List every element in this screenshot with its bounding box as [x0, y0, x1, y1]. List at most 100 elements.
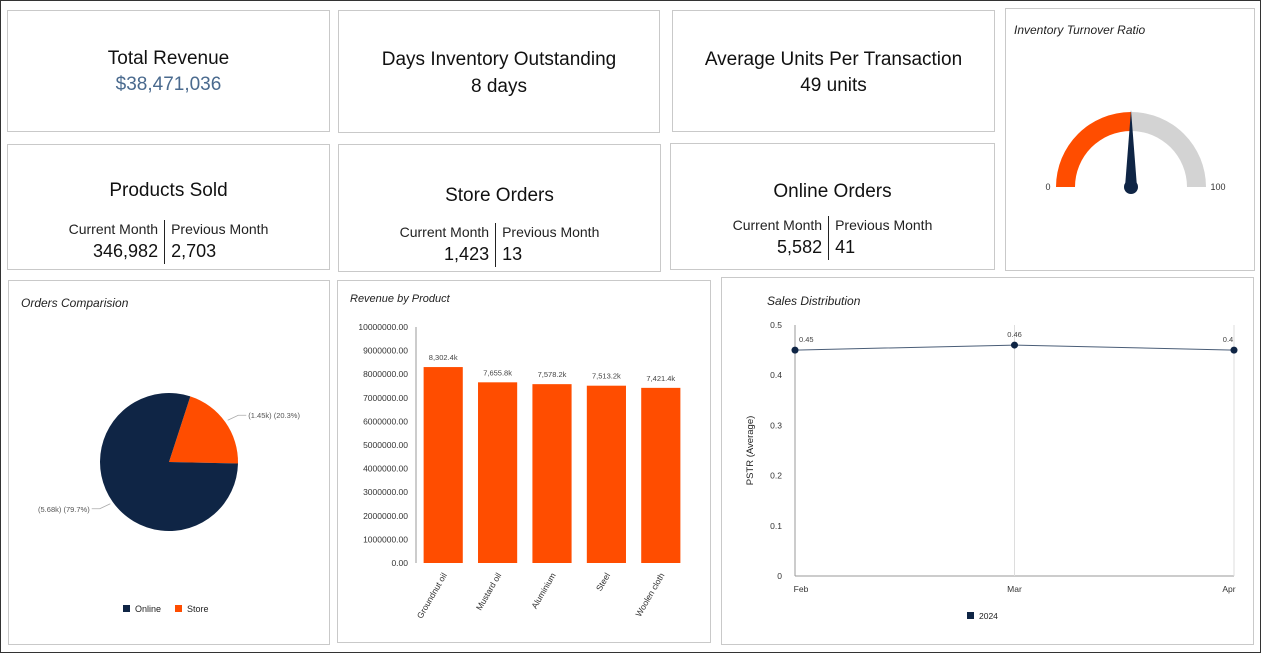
- line-y-tick: 0.2: [770, 471, 782, 481]
- bar-y-tick: 5000000.00: [363, 440, 408, 450]
- dio-title: Days Inventory Outstanding: [381, 49, 617, 70]
- bar-y-tick: 0.00: [391, 558, 408, 568]
- line-title: Sales Distribution: [767, 294, 861, 308]
- bar-2: [532, 384, 572, 563]
- line-data-label: 0.4: [1223, 335, 1233, 344]
- bar-data-label: 7,513.2k: [592, 372, 621, 381]
- bar-1: [478, 382, 518, 563]
- previous-month-label: Previous Month: [502, 224, 600, 240]
- bar-4: [641, 387, 681, 563]
- pie-chart: (1.45k) (20.3%) (5.68k) (79.7%) Online Stor…: [38, 393, 300, 614]
- dio-card: Days Inventory Outstanding 8 days: [338, 10, 660, 133]
- line-x-tick: Mar: [1007, 584, 1022, 594]
- legend-label-online: Online: [135, 604, 161, 614]
- line-y-tick: 0.5: [770, 320, 782, 330]
- current-month-label: Current Month: [399, 224, 490, 240]
- line-point: [1230, 346, 1238, 354]
- bar-x-tick: Woolen cloth: [633, 571, 666, 619]
- bar-data-label: 7,578.2k: [538, 370, 567, 379]
- turnover-gauge-card: Inventory Turnover Ratio 0 100: [1005, 8, 1255, 271]
- products-sold-title: Products Sold: [109, 180, 228, 201]
- bar-x-tick: Steel: [594, 571, 612, 593]
- products-sold-compare: Current Month 346,982 Previous Month 2,7…: [8, 220, 329, 264]
- bar-y-tick: 3000000.00: [363, 487, 408, 497]
- legend-swatch-online: [123, 605, 130, 612]
- store-orders-title: Store Orders: [445, 185, 554, 206]
- bar-data-label: 8,302.4k: [429, 353, 458, 362]
- gauge-title: Inventory Turnover Ratio: [1014, 23, 1146, 37]
- current-month-label: Current Month: [68, 221, 159, 237]
- line-y-tick: 0.3: [770, 420, 782, 430]
- online-orders-card: Online Orders Current Month 5,582 Previo…: [670, 143, 995, 270]
- bar-3: [586, 385, 626, 563]
- line-x-tick: Apr: [1222, 584, 1235, 594]
- bar-x-tick: Aluminium: [529, 571, 558, 610]
- previous-month-value: 13: [502, 244, 523, 264]
- store-orders-card: Store Orders Current Month 1,423 Previou…: [338, 144, 661, 272]
- bar-title: Revenue by Product: [350, 293, 450, 305]
- current-month-value: 5,582: [777, 237, 823, 257]
- previous-month-value: 41: [835, 237, 856, 257]
- bar-y-tick: 1000000.00: [363, 534, 408, 544]
- gauge-fill: [1056, 112, 1131, 187]
- line-y-tick: 0.4: [770, 370, 782, 380]
- line-point: [791, 346, 799, 354]
- gauge-chart: 0 100: [1045, 110, 1226, 194]
- revenue-by-product-card: Revenue by Product 0.00 1000000.00 2000000…: [337, 280, 711, 643]
- bar-x-tick: Groundnut oil: [415, 571, 449, 620]
- online-orders-title: Online Orders: [773, 181, 892, 202]
- bar-0: [423, 367, 463, 563]
- total-revenue-value: $38,471,036: [115, 74, 222, 95]
- legend-label-store: Store: [187, 604, 209, 614]
- legend-swatch-2024: [967, 612, 974, 619]
- line-chart: Feb Mar Apr 0 0.1 0.2 0.3 0.4 0.5 PSTR (Average) 0…: [745, 320, 1238, 621]
- pie-title: Orders Comparision: [21, 296, 129, 310]
- line-data-label: 0.46: [1007, 330, 1022, 339]
- gauge-needle-hub: [1124, 180, 1138, 194]
- legend-swatch-store: [175, 605, 182, 612]
- orders-comparison-card: Orders Comparision (1.45k) (20.3%) (5.68k…: [8, 280, 330, 645]
- pie-slice-store: [169, 396, 239, 464]
- products-sold-card: Products Sold Current Month 346,982 Prev…: [7, 144, 330, 270]
- bar-y-tick: 6000000.00: [363, 416, 408, 426]
- bar-y-tick: 7000000.00: [363, 393, 408, 403]
- aupt-value: 49 units: [800, 75, 867, 96]
- line-data-label: 0.45: [799, 335, 814, 344]
- legend-label-2024: 2024: [979, 611, 998, 621]
- previous-month-label: Previous Month: [171, 221, 269, 237]
- aupt-title: Average Units Per Transaction: [704, 49, 963, 70]
- online-orders-compare: Current Month 5,582 Previous Month 41: [671, 216, 994, 260]
- line-y-tick: 0: [777, 571, 782, 581]
- previous-month-value: 2,703: [171, 241, 217, 261]
- aupt-card: Average Units Per Transaction 49 units: [672, 10, 995, 132]
- total-revenue-title: Total Revenue: [107, 48, 230, 69]
- bar-chart: 0.00 1000000.00 2000000.00 3000000.00 400000…: [358, 322, 681, 620]
- bar-data-label: 7,421.4k: [646, 374, 675, 383]
- bar-y-tick: 8000000.00: [363, 369, 408, 379]
- pie-slice-store-label: (1.45k) (20.3%): [248, 411, 300, 420]
- gauge-track: [1131, 112, 1206, 187]
- current-month-value: 1,423: [444, 244, 490, 264]
- bar-data-label: 7,655.8k: [483, 368, 512, 377]
- bar-x-tick: Mustard oil: [474, 571, 504, 612]
- bar-y-tick: 10000000.00: [358, 322, 408, 332]
- pie-slice-online: [100, 393, 238, 531]
- line-point: [1011, 341, 1018, 349]
- pie-slice-store-leader: [227, 414, 247, 421]
- bar-y-tick: 2000000.00: [363, 511, 408, 521]
- bar-y-tick: 9000000.00: [363, 346, 408, 356]
- current-month-label: Current Month: [732, 217, 823, 233]
- store-orders-compare: Current Month 1,423 Previous Month 13: [339, 223, 660, 267]
- gauge-min-label: 0: [1045, 182, 1050, 192]
- total-revenue-card: Total Revenue $38,471,036: [7, 10, 330, 132]
- pie-slice-online-label: (5.68k) (79.7%): [38, 505, 90, 514]
- previous-month-label: Previous Month: [835, 217, 933, 233]
- gauge-max-label: 100: [1210, 182, 1225, 192]
- bar-y-tick: 4000000.00: [363, 464, 408, 474]
- line-y-label: PSTR (Average): [745, 416, 756, 486]
- dio-value: 8 days: [471, 76, 527, 97]
- line-x-tick: Feb: [794, 584, 809, 594]
- line-y-tick: 0.1: [770, 521, 782, 531]
- gauge-needle: [1125, 110, 1137, 187]
